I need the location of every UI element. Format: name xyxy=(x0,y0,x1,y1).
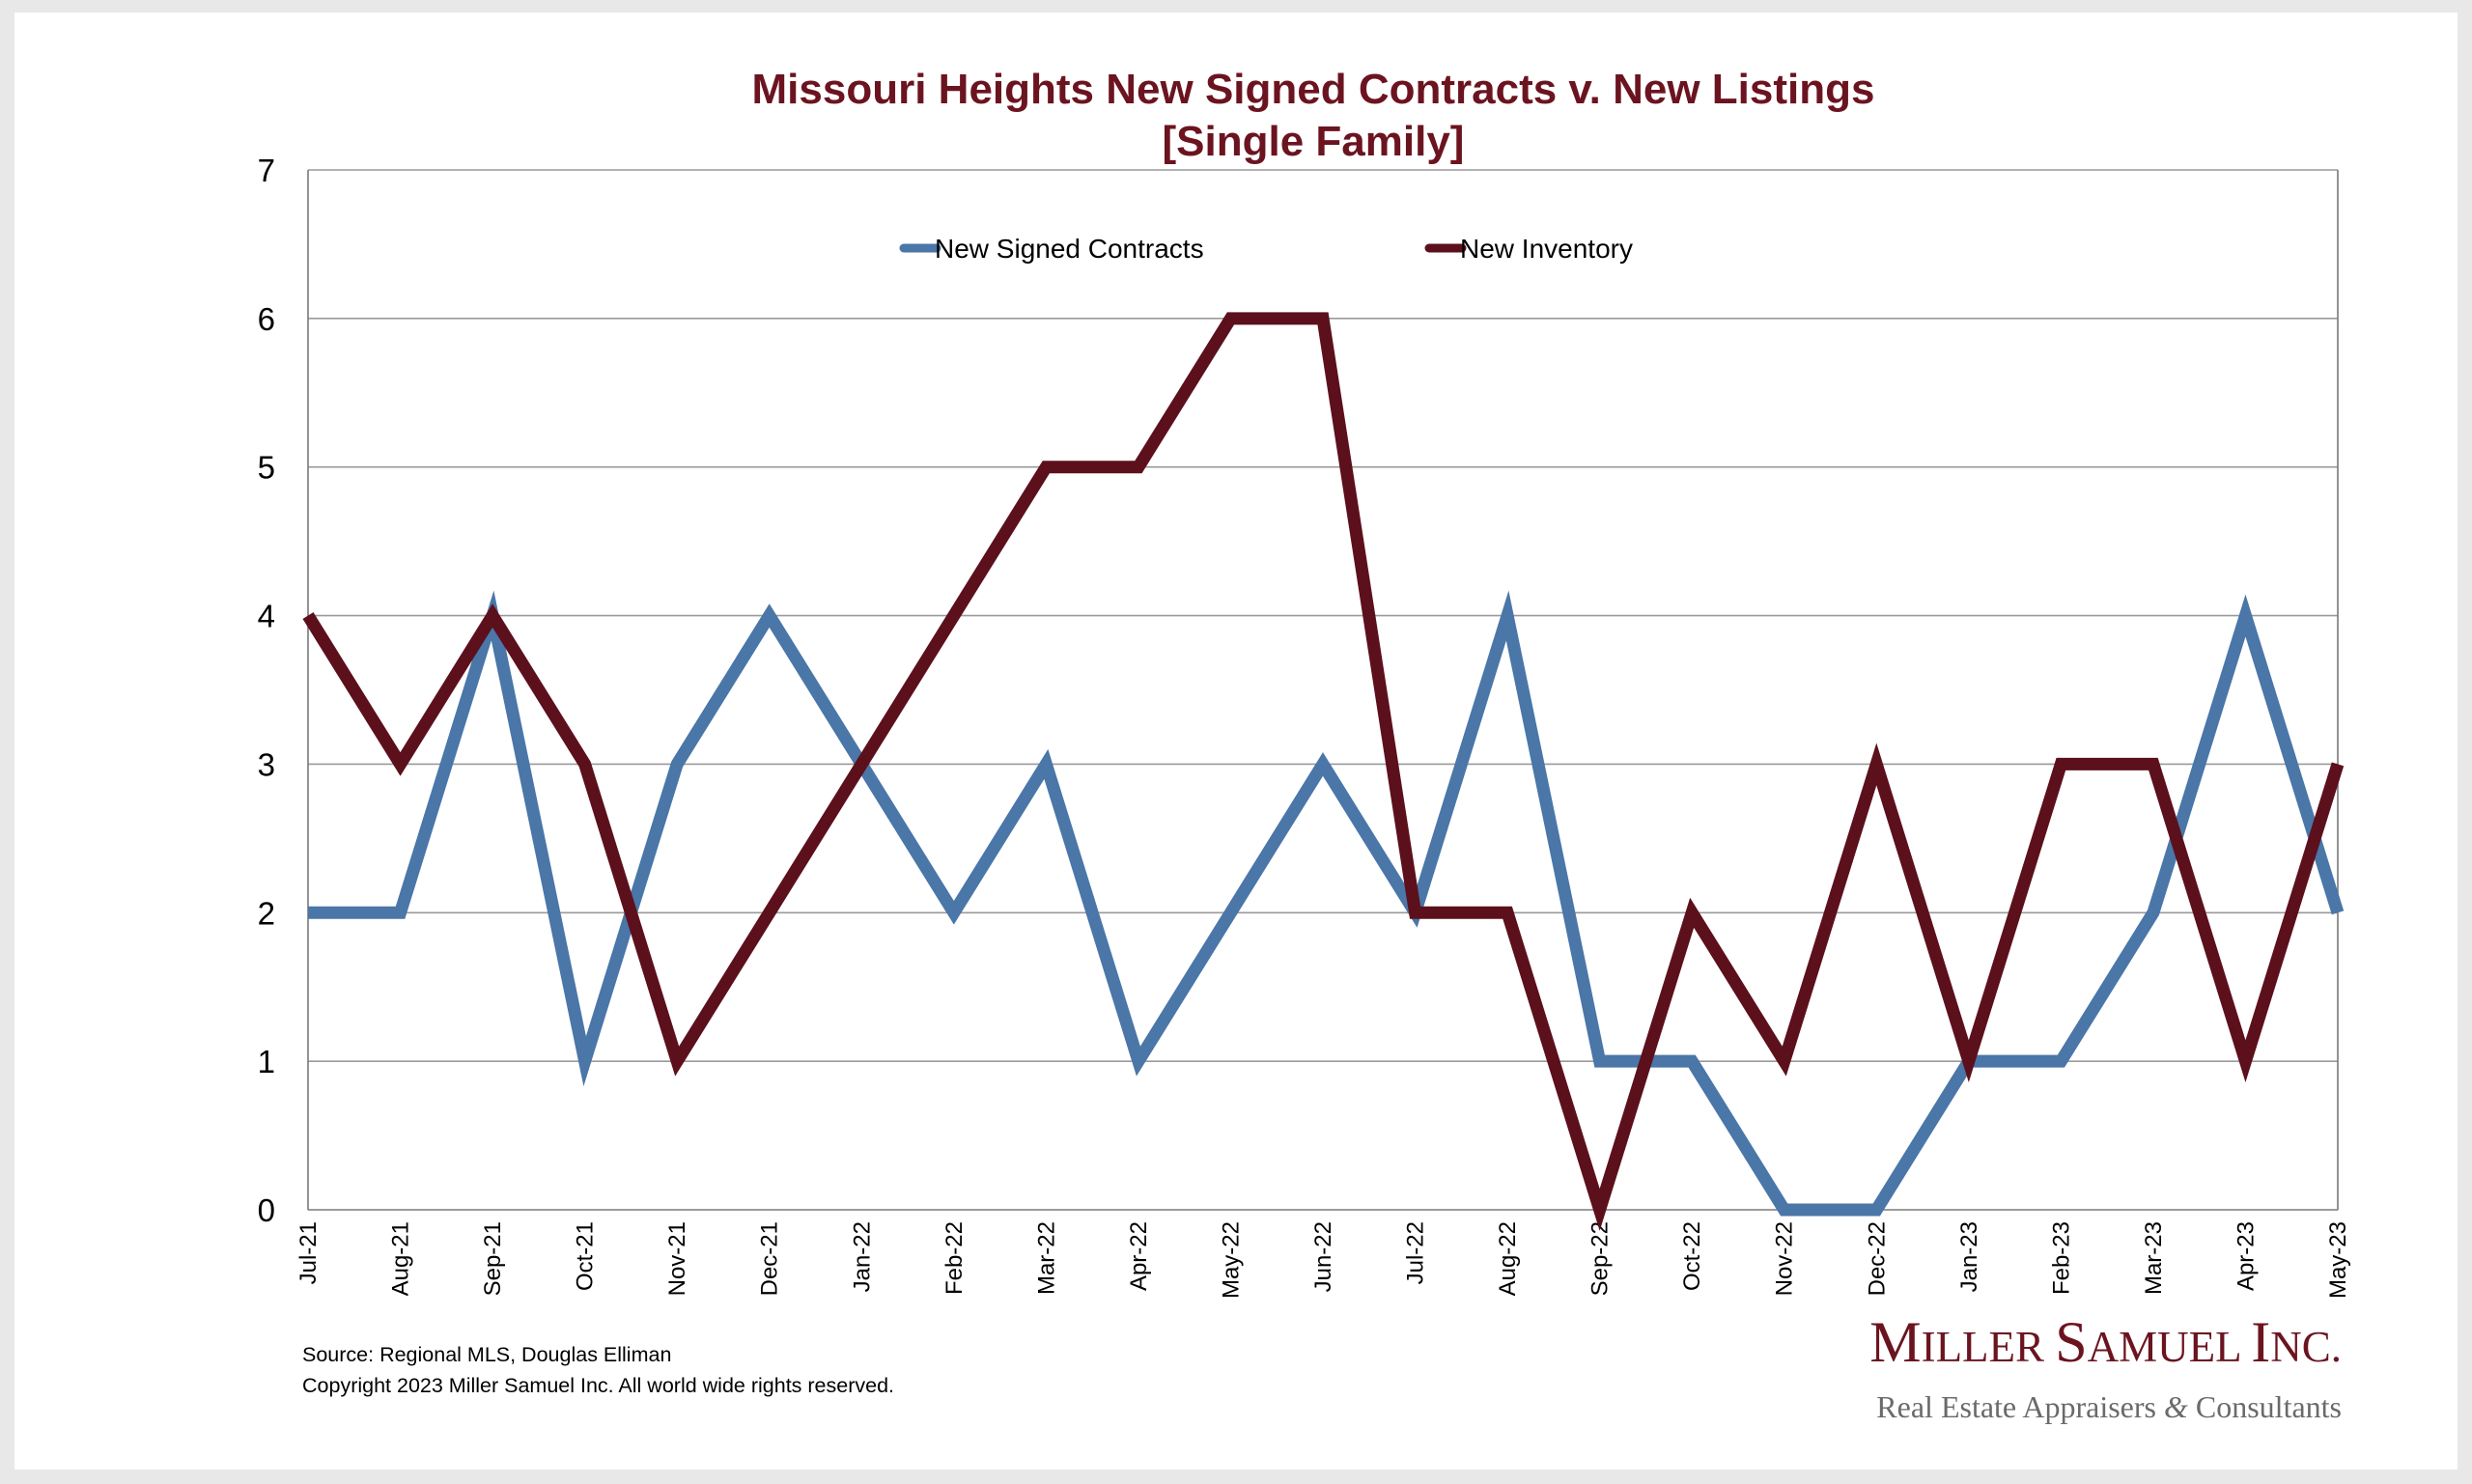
chart-title: Missouri Heights New Signed Contracts v.… xyxy=(752,66,1875,113)
y-tick-label: 3 xyxy=(258,746,275,782)
series-line-new-inventory xyxy=(302,312,2345,1231)
axes xyxy=(307,170,2339,1211)
x-tick-label: Dec-22 xyxy=(1864,1221,1890,1296)
x-tick-label: Jul-22 xyxy=(1403,1221,1429,1284)
x-tick-label: Mar-22 xyxy=(1033,1221,1059,1295)
chart-subtitle: [Single Family] xyxy=(1163,118,1465,165)
x-tick-label: Dec-21 xyxy=(757,1221,783,1296)
y-tick-label: 1 xyxy=(258,1044,275,1079)
copyright-note: Copyright 2023 Miller Samuel Inc. All wo… xyxy=(302,1374,894,1397)
brand-name: MILLER SAMUEL INC. xyxy=(1869,1310,2342,1374)
legend: New Signed Contracts New Inventory xyxy=(899,234,1633,264)
x-tick-label: Apr-22 xyxy=(1126,1221,1152,1291)
y-tick-label: 0 xyxy=(258,1192,275,1228)
gridlines xyxy=(308,169,2338,1062)
x-tick-labels: Jul-21 Aug-21 Sep-21 Oct-21 Nov-21 Dec-21 Jan-… xyxy=(295,1221,2351,1299)
y-tick-label: 6 xyxy=(258,301,275,337)
x-tick-label: May-22 xyxy=(1218,1221,1244,1299)
x-tick-label: Sep-22 xyxy=(1587,1221,1614,1296)
series-line-new-signed-contracts xyxy=(308,590,2345,1217)
x-tick-label: Feb-22 xyxy=(941,1221,968,1295)
x-tick-label: Jul-21 xyxy=(295,1221,322,1284)
x-tick-label: Mar-23 xyxy=(2141,1221,2167,1295)
source-note: Source: Regional MLS, Douglas Elliman xyxy=(302,1343,671,1366)
x-tick-label: Oct-22 xyxy=(1679,1221,1705,1291)
brand-tagline: Real Estate Appraisers & Consultants xyxy=(1876,1389,2342,1424)
x-tick-label: Jan-22 xyxy=(849,1221,875,1292)
x-tick-label: Jun-22 xyxy=(1310,1221,1336,1292)
x-tick-label: Sep-21 xyxy=(480,1221,506,1296)
x-tick-label: Apr-23 xyxy=(2233,1221,2259,1291)
y-tick-labels: 0 1 2 3 4 5 6 7 xyxy=(258,153,275,1228)
line-chart: Missouri Heights New Signed Contracts v.… xyxy=(258,66,2351,1424)
x-tick-label: Aug-21 xyxy=(388,1221,414,1296)
legend-label-new-signed-contracts: New Signed Contracts xyxy=(935,234,1204,264)
y-tick-label: 5 xyxy=(258,450,275,486)
x-tick-label: Nov-21 xyxy=(664,1221,690,1296)
x-tick-label: Aug-22 xyxy=(1495,1221,1521,1296)
x-tick-label: Feb-23 xyxy=(2048,1221,2074,1295)
x-tick-label: Jan-23 xyxy=(1956,1221,1982,1292)
brand-logo: MILLER SAMUEL INC. Real Estate Appraiser… xyxy=(1869,1310,2342,1424)
legend-label-new-inventory: New Inventory xyxy=(1460,234,1633,264)
y-tick-label: 7 xyxy=(258,153,275,188)
y-tick-label: 2 xyxy=(258,895,275,931)
x-tick-label: Nov-22 xyxy=(1772,1221,1798,1296)
chart-frame: Missouri Heights New Signed Contracts v.… xyxy=(14,13,2458,1470)
series-lines xyxy=(302,312,2345,1231)
x-tick-label: May-23 xyxy=(2325,1221,2351,1299)
y-tick-label: 4 xyxy=(258,599,275,634)
x-tick-label: Oct-21 xyxy=(573,1221,599,1291)
